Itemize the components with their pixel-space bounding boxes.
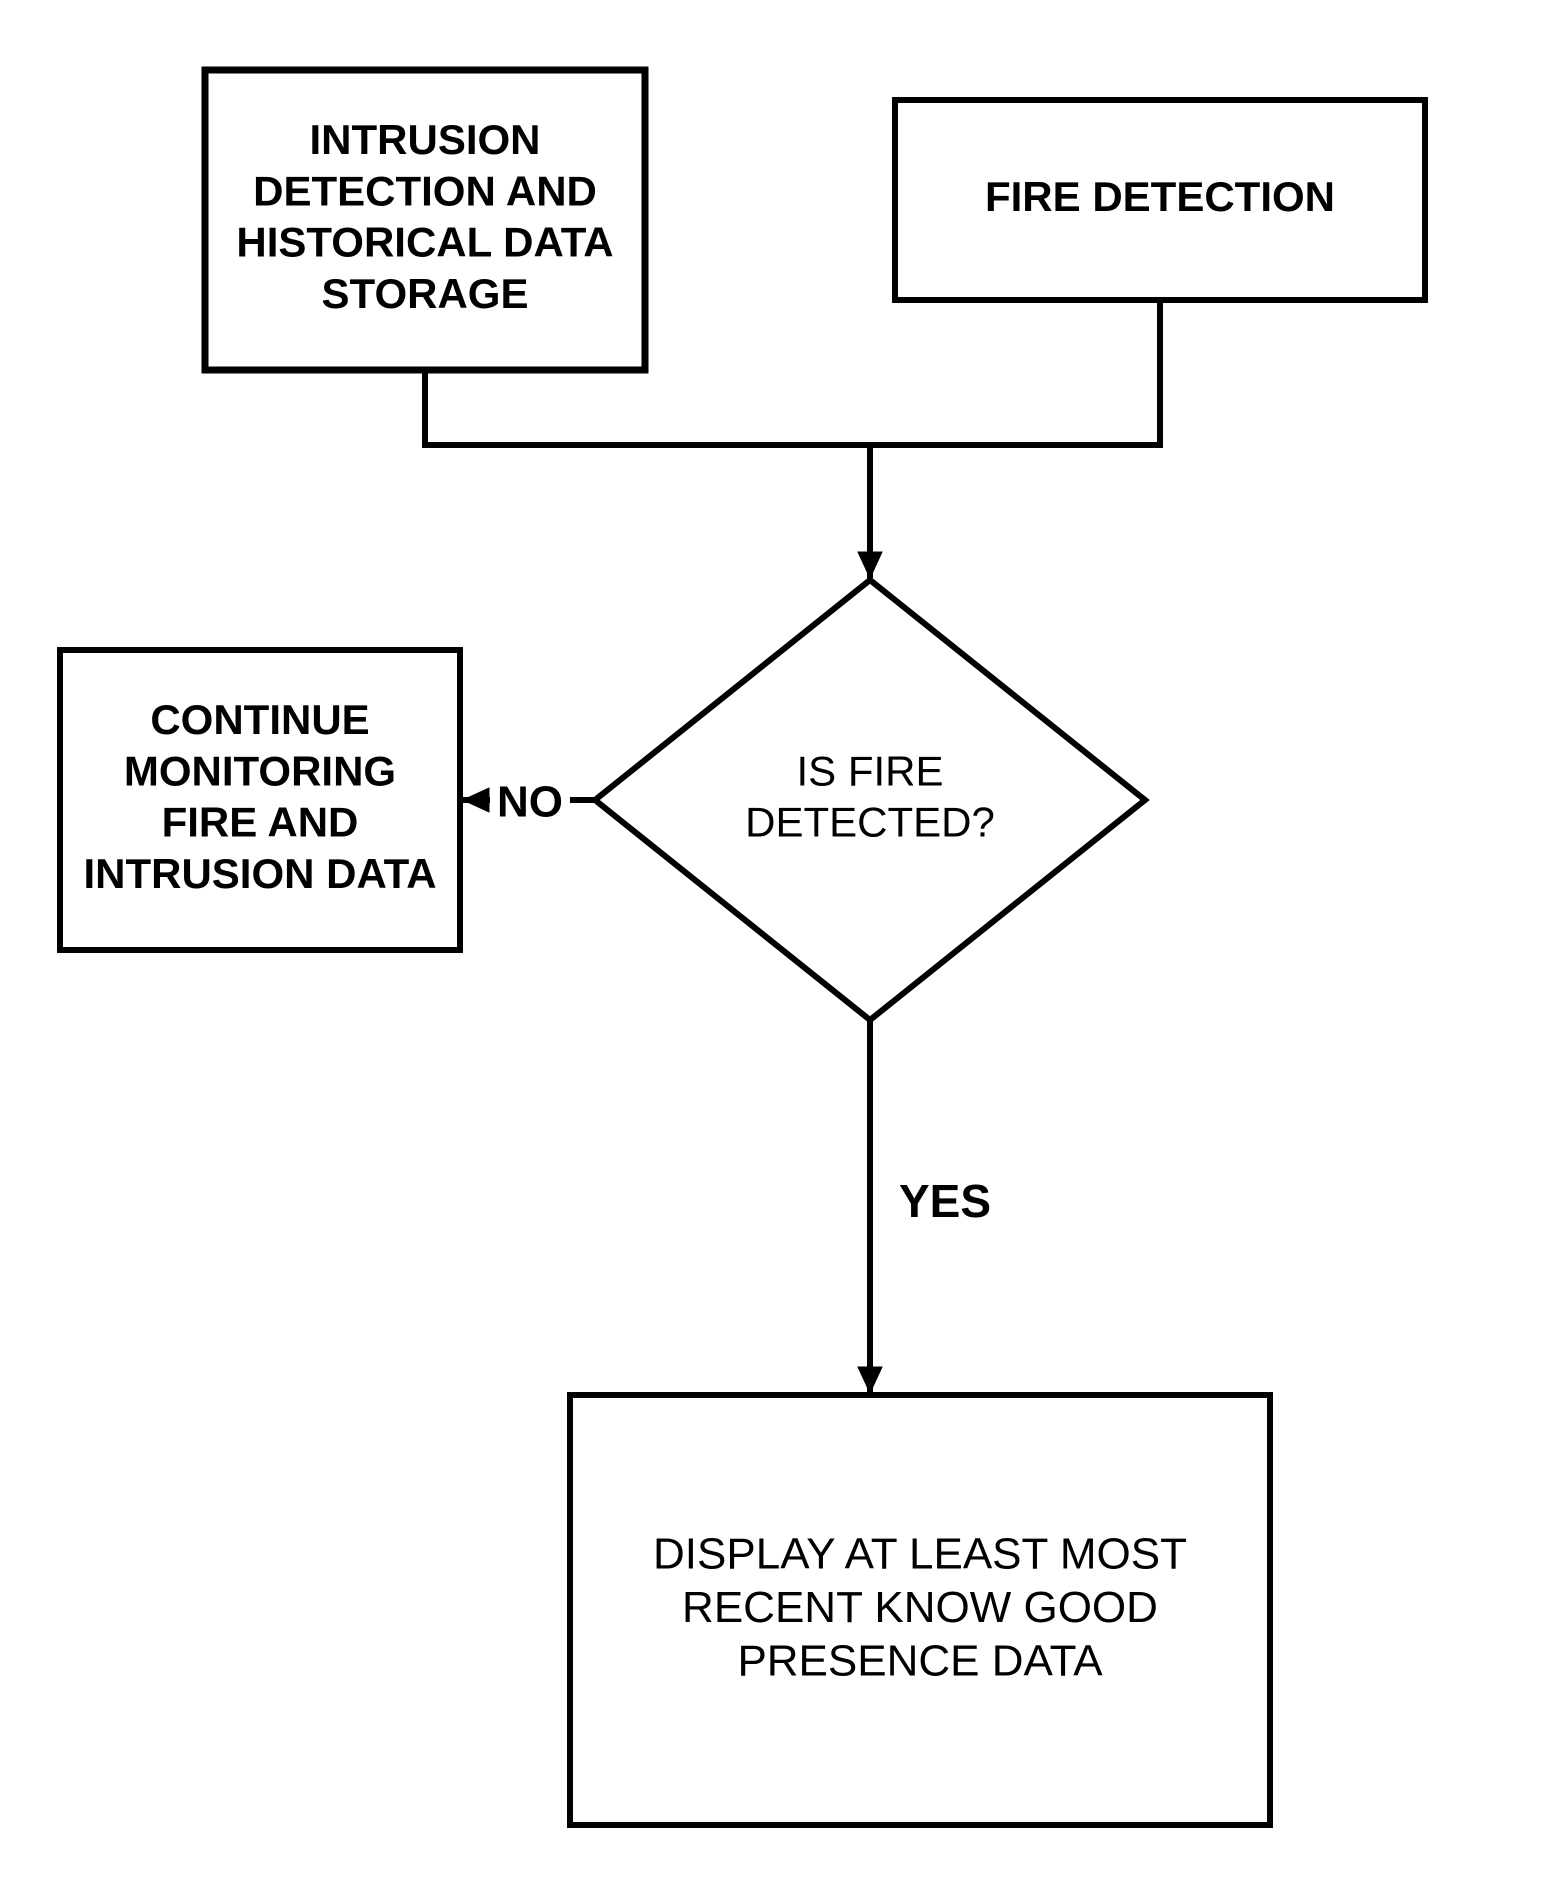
decision-no-label: NO (497, 778, 563, 827)
decision-yes-label: YES (899, 1175, 991, 1227)
arrowhead (858, 1367, 882, 1393)
fire-to-merge (870, 300, 1160, 445)
intrusion-to-merge (425, 370, 870, 445)
arrowhead (463, 788, 489, 812)
arrowhead (858, 552, 882, 578)
node-fire-label: FIRE DETECTION (985, 173, 1335, 220)
